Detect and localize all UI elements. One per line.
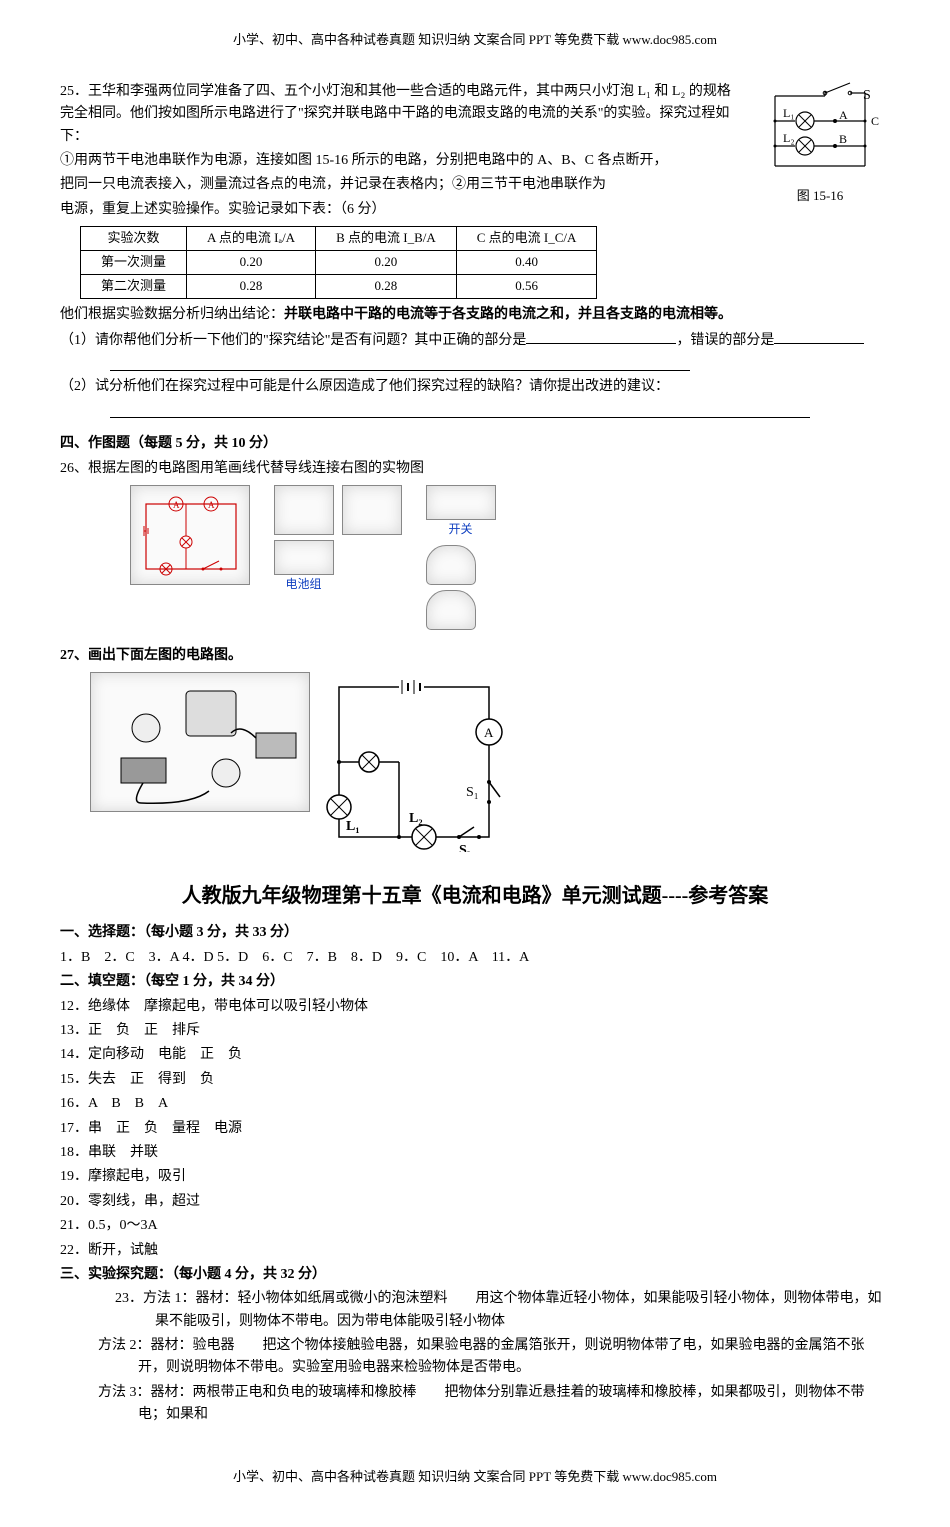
section4-title: 四、作图题（每题 5 分，共 10 分） — [60, 433, 890, 455]
q26-ammeter-2 — [342, 485, 402, 535]
r1c2: 0.20 — [316, 250, 457, 274]
r1c3: 0.40 — [456, 250, 597, 274]
svg-text:L₂: L₂ — [783, 131, 795, 145]
blank-correct-part — [526, 330, 676, 344]
th-col1: A 点的电流 Iₐ/A — [187, 227, 316, 251]
r2c1: 0.28 — [187, 274, 316, 298]
ans23-m3: 方法 3：器材：两根带正电和负电的玻璃棒和橡胶棒 把物体分别靠近悬挂着的玻璃棒和… — [98, 1382, 890, 1427]
ans-section1: 1．B 2．C 3．A 4．D 5．D 6．C 7．B 8．D 9．C 10．A… — [60, 947, 890, 969]
q26-switch-img — [426, 485, 496, 520]
ans12: 12．绝缘体 摩擦起电，带电体可以吸引轻小物体 — [60, 996, 890, 1018]
blank-line-1 — [110, 357, 690, 371]
svg-text:A: A — [484, 725, 494, 740]
th-col3: C 点的电流 I_C/A — [456, 227, 597, 251]
q25-conclusion: 他们根据实验数据分析归纳出结论：并联电路中干路的电流等于各支路的电流之和，并且各… — [60, 304, 890, 326]
q27-text: 27、画出下面左图的电路图。 — [60, 645, 890, 667]
blank-line-2 — [110, 404, 810, 418]
svg-text:A: A — [839, 108, 848, 122]
figure-15-16-caption: 图 15-16 — [750, 186, 890, 207]
ans13: 13．正 负 正 排斥 — [60, 1020, 890, 1042]
r1c1: 0.20 — [187, 250, 316, 274]
ans15: 15．失去 正 得到 负 — [60, 1069, 890, 1091]
page-footer-link: 小学、初中、高中各种试卷真题 知识归纳 文案合同 PPT 等免费下载 www.d… — [60, 1467, 890, 1488]
r2c3: 0.56 — [456, 274, 597, 298]
svg-text:C: C — [871, 114, 879, 128]
svg-text:A: A — [173, 500, 180, 510]
ans22: 22．断开，试触 — [60, 1240, 890, 1262]
q25-conclusion-lead: 他们根据实验数据分析归纳出结论： — [60, 307, 284, 322]
ans14: 14．定向移动 电能 正 负 — [60, 1044, 890, 1066]
blank-wrong-part — [774, 330, 864, 344]
q26-switch-label: 开关 — [426, 520, 496, 539]
svg-text:S: S — [863, 88, 871, 103]
ans17: 17．串 正 负 量程 电源 — [60, 1118, 890, 1140]
svg-text:A: A — [208, 500, 215, 510]
q25-data-table: 实验次数 A 点的电流 Iₐ/A B 点的电流 I_B/A C 点的电流 I_C… — [80, 226, 597, 298]
q26-battery-label: 电池组 — [274, 575, 334, 594]
ans20: 20．零刻线，串，超过 — [60, 1191, 890, 1213]
q27-images: A S₁ L₂ S₂ L₁ — [90, 672, 890, 860]
q26-images: A A 电池组 开关 — [130, 485, 890, 629]
svg-text:S₁: S₁ — [466, 785, 479, 800]
th-col0: 实验次数 — [81, 227, 187, 251]
q26-circuit-diagram: A A — [130, 485, 250, 585]
q26-ammeter-1 — [274, 485, 334, 535]
svg-text:S₂: S₂ — [459, 843, 471, 852]
ans-section3-title: 三、实验探究题：（每小题 4 分，共 32 分） — [60, 1264, 890, 1286]
q26-text: 26、根据左图的电路图用笔画线代替导线连接右图的实物图 — [60, 458, 890, 480]
q26-battery-img — [274, 540, 334, 575]
ans16: 16．A B B A — [60, 1093, 890, 1115]
svg-text:L₂: L₂ — [409, 811, 423, 826]
q27-physical-image — [90, 672, 310, 812]
q25-conclusion-bold: 并联电路中干路的电流等于各支路的电流之和，并且各支路的电流相等。 — [284, 307, 732, 322]
svg-text:L₁: L₁ — [346, 819, 360, 834]
q25-sub1-b: ，错误的部分是 — [676, 333, 774, 348]
svg-text:L₁: L₁ — [783, 106, 795, 120]
ans23-m1: 23．方法 1：器材：轻小物体如纸屑或微小的泡沫塑料 用这个物体靠近轻小物体，如… — [115, 1288, 890, 1333]
r2c2: 0.28 — [316, 274, 457, 298]
ans21: 21．0.5，0～3A — [60, 1215, 890, 1237]
ans19: 19．摩擦起电，吸引 — [60, 1166, 890, 1188]
svg-text:B: B — [839, 132, 847, 146]
ans-section2-title: 二、填空题：（每空 1 分，共 34 分） — [60, 971, 890, 993]
q25-sub2: （2）试分析他们在探究过程中可能是什么原因造成了他们探究过程的缺陷？请你提出改进… — [60, 376, 890, 398]
q27-circuit-diagram: A S₁ L₂ S₂ L₁ — [324, 672, 504, 852]
q26-bulb-1 — [426, 545, 476, 585]
figure-15-16: S L₁ A C L₂ B — [750, 81, 890, 207]
q26-bulb-2 — [426, 590, 476, 630]
ans23-m2: 方法 2：器材：验电器 把这个物体接触验电器，如果验电器的金属箔张开，则说明物体… — [98, 1335, 890, 1380]
q25-sub1-a: （1）请你帮他们分析一下他们的"探究结论"是否有问题？其中正确的部分是 — [60, 333, 526, 348]
answer-key-title: 人教版九年级物理第十五章《电流和电路》单元测试题----参考答案 — [60, 880, 890, 912]
ans18: 18．串联 并联 — [60, 1142, 890, 1164]
r2c0: 第二次测量 — [81, 274, 187, 298]
question-25: S L₁ A C L₂ B — [60, 81, 890, 418]
page-header-link: 小学、初中、高中各种试卷真题 知识归纳 文案合同 PPT 等免费下载 www.d… — [60, 30, 890, 51]
th-col2: B 点的电流 I_B/A — [316, 227, 457, 251]
r1c0: 第一次测量 — [81, 250, 187, 274]
ans-section1-title: 一、选择题：（每小题 3 分，共 33 分） — [60, 922, 890, 944]
q25-sub1: （1）请你帮他们分析一下他们的"探究结论"是否有问题？其中正确的部分是 ，错误的部… — [60, 330, 890, 352]
